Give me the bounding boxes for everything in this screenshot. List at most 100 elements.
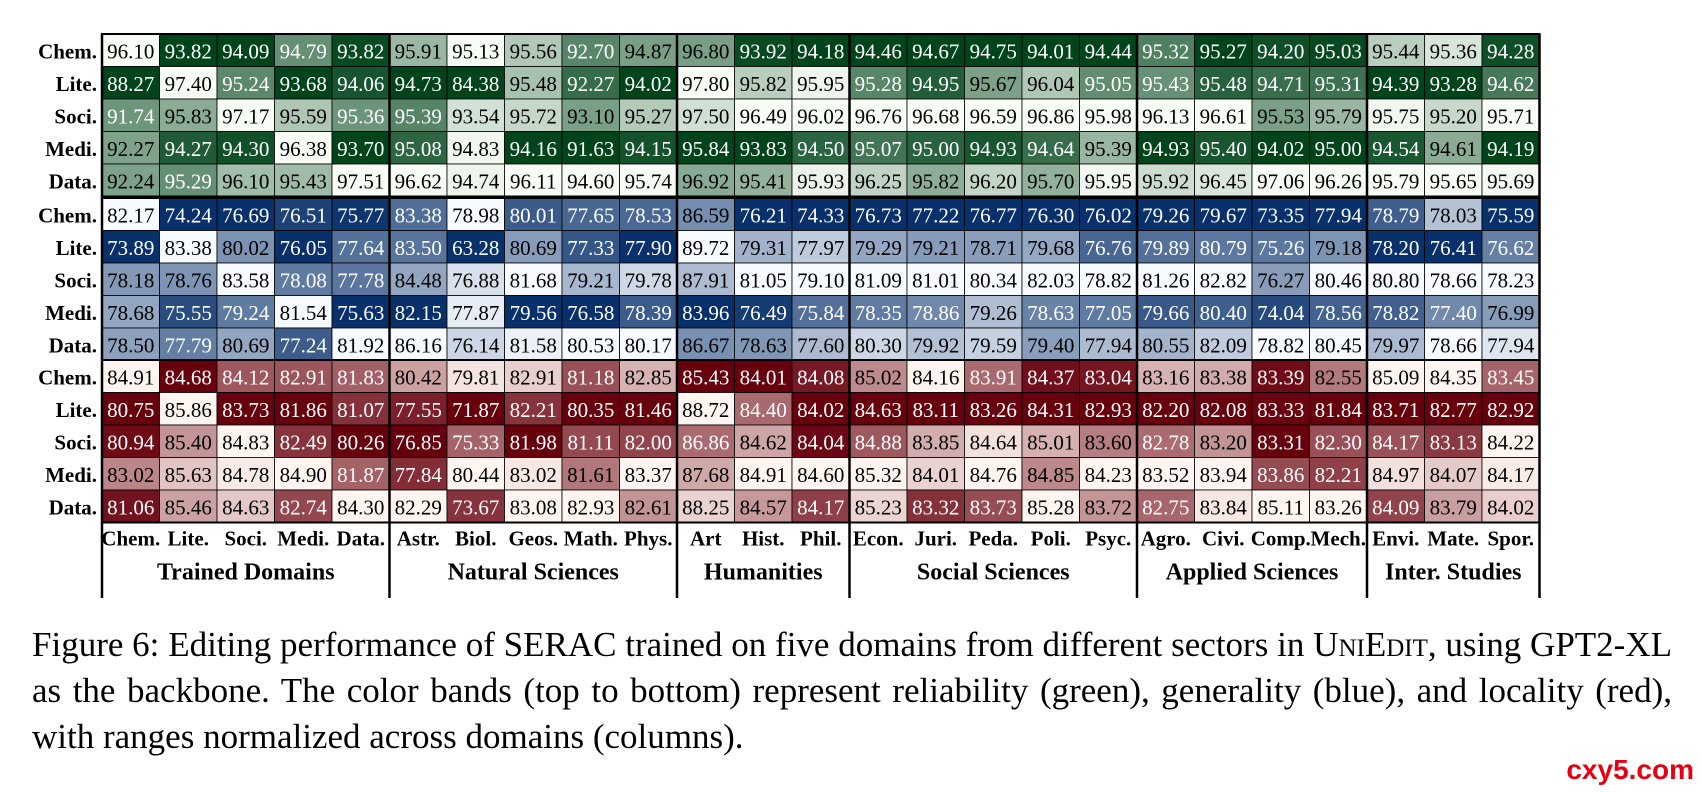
cell-value-generality-2-1: 78.76 xyxy=(165,268,212,292)
cell-reliability-4-1 xyxy=(159,163,218,197)
col-label-16: Poli. xyxy=(1031,527,1071,551)
cell-value-reliability-1-4: 94.06 xyxy=(337,72,384,96)
cell-generality-0-19 xyxy=(1194,197,1253,231)
cell-value-locality-1-23: 82.77 xyxy=(1430,398,1477,422)
cell-value-generality-0-7: 80.01 xyxy=(510,203,557,227)
cell-reliability-3-15 xyxy=(964,131,1023,165)
cell-generality-2-6 xyxy=(446,262,505,296)
heatmap-chart: 96.10 88.27 91.74 92.27 92.24 93.82 97.40 95.83… xyxy=(38,33,1541,598)
cell-value-locality-2-17: 83.60 xyxy=(1085,430,1132,454)
cell-generality-2-19 xyxy=(1194,262,1253,296)
cell-value-reliability-3-7: 94.16 xyxy=(510,137,557,161)
cell-generality-3-12 xyxy=(791,295,850,329)
cell-reliability-2-0 xyxy=(101,98,160,132)
cell-value-generality-2-5: 84.48 xyxy=(395,268,442,292)
cell-value-reliability-0-5: 95.91 xyxy=(395,39,442,63)
cell-value-generality-4-5: 86.16 xyxy=(395,333,442,357)
cell-value-locality-0-15: 83.91 xyxy=(970,365,1017,389)
cell-value-reliability-4-10: 96.92 xyxy=(682,169,729,193)
cell-generality-3-9 xyxy=(619,295,678,329)
cell-value-locality-0-19: 83.38 xyxy=(1200,365,1247,389)
cell-value-locality-4-17: 83.72 xyxy=(1085,495,1132,519)
cell-value-locality-3-6: 80.44 xyxy=(452,463,500,487)
cell-value-reliability-4-2: 96.10 xyxy=(222,169,269,193)
cell-value-locality-1-4: 81.07 xyxy=(337,398,384,422)
cell-generality-1-12 xyxy=(791,230,850,264)
cell-value-generality-4-19: 82.09 xyxy=(1200,333,1247,357)
cell-value-generality-3-11: 76.49 xyxy=(740,301,787,325)
cell-value-locality-1-6: 71.87 xyxy=(452,398,499,422)
cell-reliability-2-15 xyxy=(964,98,1023,132)
cell-reliability-1-19 xyxy=(1194,66,1253,100)
cell-value-locality-0-7: 82.91 xyxy=(510,365,557,389)
cell-value-generality-0-6: 78.98 xyxy=(452,203,499,227)
cell-value-generality-1-4: 77.64 xyxy=(337,236,385,260)
cell-value-generality-2-17: 78.82 xyxy=(1085,268,1132,292)
cell-generality-4-3 xyxy=(274,327,333,361)
cell-locality-4-9 xyxy=(619,489,678,523)
cell-reliability-1-15 xyxy=(964,66,1023,100)
cell-value-reliability-2-3: 95.59 xyxy=(280,104,327,128)
col-label-7: Geos. xyxy=(508,527,558,551)
caption-prefix: Figure 6: Editing performance of SERAC t… xyxy=(32,625,1314,664)
cell-locality-3-19 xyxy=(1194,457,1253,491)
cell-value-reliability-4-3: 95.43 xyxy=(280,169,327,193)
col-label-24: Spor. xyxy=(1487,527,1534,551)
cell-value-generality-0-4: 75.77 xyxy=(337,203,384,227)
cell-value-reliability-0-24: 94.28 xyxy=(1487,39,1534,63)
cell-locality-4-8 xyxy=(561,489,620,523)
cell-value-generality-3-9: 78.39 xyxy=(625,301,672,325)
cell-value-generality-1-8: 77.33 xyxy=(567,236,614,260)
cell-value-generality-3-22: 78.82 xyxy=(1372,301,1419,325)
cell-generality-1-23 xyxy=(1424,230,1483,264)
cell-value-locality-1-5: 77.55 xyxy=(395,398,442,422)
cell-locality-0-6 xyxy=(446,359,505,393)
row-label-1-1: Lite. xyxy=(56,236,97,260)
cell-locality-1-19 xyxy=(1194,392,1253,426)
cell-generality-1-6 xyxy=(446,230,505,264)
cell-locality-4-14 xyxy=(906,489,965,523)
cell-reliability-4-19 xyxy=(1194,163,1253,197)
cell-value-reliability-1-22: 94.39 xyxy=(1372,72,1419,96)
cell-value-generality-0-21: 77.94 xyxy=(1315,203,1363,227)
cell-value-generality-2-3: 78.08 xyxy=(280,268,327,292)
cell-value-locality-2-18: 82.78 xyxy=(1142,430,1189,454)
cell-value-generality-4-14: 79.92 xyxy=(912,333,959,357)
cell-value-locality-0-6: 79.81 xyxy=(452,365,499,389)
cell-value-locality-2-16: 85.01 xyxy=(1027,430,1074,454)
cell-value-reliability-3-20: 94.02 xyxy=(1257,137,1304,161)
cell-value-reliability-3-3: 96.38 xyxy=(280,137,327,161)
cell-generality-0-21 xyxy=(1309,197,1368,231)
cell-generality-0-16 xyxy=(1021,197,1080,231)
cell-value-generality-2-12: 79.10 xyxy=(797,268,844,292)
cell-value-reliability-1-23: 93.28 xyxy=(1430,72,1477,96)
cell-value-generality-4-23: 78.66 xyxy=(1430,333,1477,357)
cell-value-reliability-4-7: 96.11 xyxy=(510,169,556,193)
cell-value-reliability-3-9: 94.15 xyxy=(625,137,672,161)
cell-generality-1-9 xyxy=(619,230,678,264)
cell-value-reliability-0-21: 95.03 xyxy=(1315,39,1362,63)
cell-locality-0-23 xyxy=(1424,359,1483,393)
cell-value-reliability-3-19: 95.40 xyxy=(1200,137,1247,161)
cell-value-generality-2-24: 78.23 xyxy=(1487,268,1534,292)
cell-value-reliability-0-9: 94.87 xyxy=(625,39,672,63)
cell-reliability-1-13 xyxy=(849,66,908,100)
cell-value-generality-1-0: 73.89 xyxy=(107,236,154,260)
cell-value-generality-4-8: 80.53 xyxy=(567,333,614,357)
cell-value-generality-3-24: 76.99 xyxy=(1487,301,1534,325)
cell-value-reliability-1-6: 84.38 xyxy=(452,72,499,96)
cell-value-reliability-3-0: 92.27 xyxy=(107,137,154,161)
cell-value-locality-4-14: 83.32 xyxy=(912,495,959,519)
cell-value-locality-3-21: 82.21 xyxy=(1315,463,1362,487)
cell-reliability-4-3 xyxy=(274,163,333,197)
cell-reliability-1-22 xyxy=(1366,66,1425,100)
cell-value-reliability-0-16: 94.01 xyxy=(1027,39,1074,63)
cell-reliability-1-9 xyxy=(619,66,678,100)
cell-value-generality-3-21: 78.56 xyxy=(1315,301,1362,325)
cell-reliability-3-5 xyxy=(389,131,448,165)
cell-reliability-3-2 xyxy=(216,131,275,165)
cell-value-generality-4-12: 77.60 xyxy=(797,333,844,357)
cell-value-generality-4-11: 78.63 xyxy=(740,333,787,357)
cell-value-locality-2-0: 80.94 xyxy=(107,430,155,454)
row-label-2-0: Chem. xyxy=(38,365,97,389)
